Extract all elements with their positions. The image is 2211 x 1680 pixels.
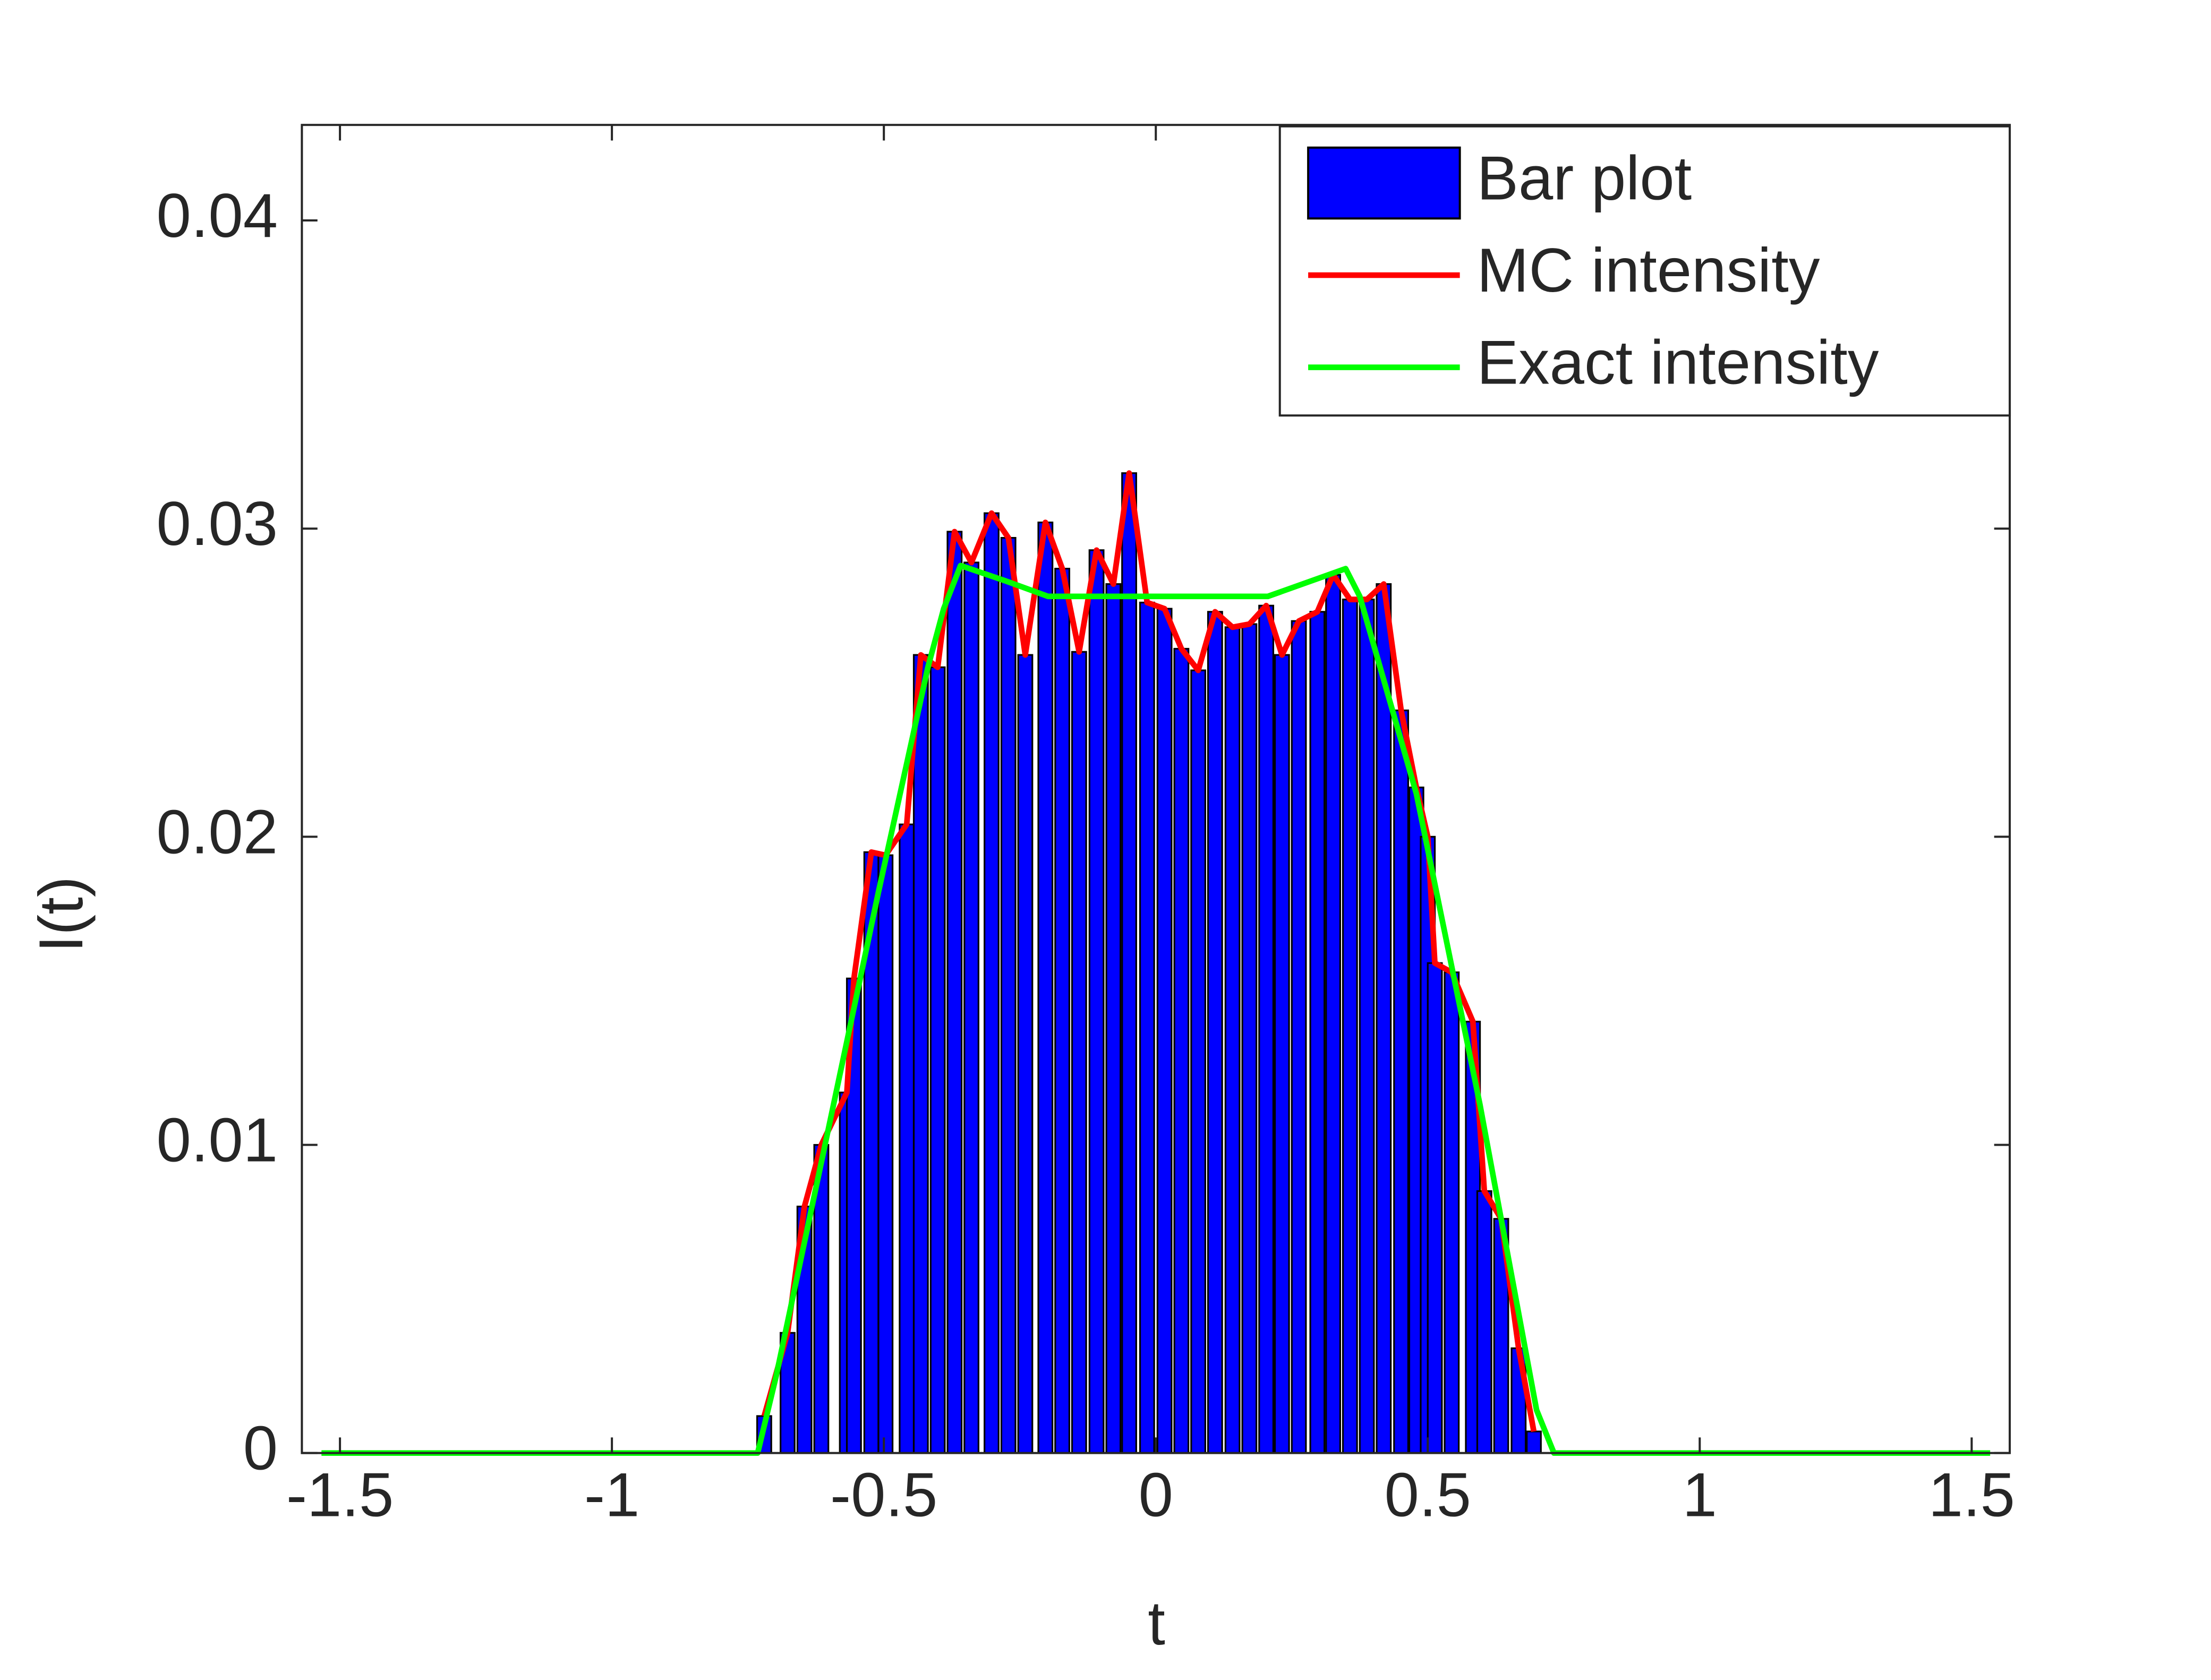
bar (946, 531, 963, 1454)
bar (1427, 962, 1443, 1454)
bar (1325, 574, 1342, 1454)
x-tick-label: 0.5 (1385, 1460, 1471, 1530)
legend-label: Exact intensity (1477, 328, 1879, 397)
bar (1241, 623, 1258, 1454)
bar (1342, 599, 1358, 1454)
x-tick-label: 0 (1139, 1460, 1173, 1530)
bar (1393, 709, 1410, 1454)
x-tick-label: -1 (584, 1460, 639, 1530)
bar (1291, 620, 1307, 1454)
bar (963, 561, 979, 1454)
x-tick-label: -1.5 (286, 1460, 394, 1530)
bar (1309, 611, 1326, 1454)
bar (1054, 568, 1071, 1454)
bar (1173, 647, 1190, 1454)
x-tick-label: 1.5 (1928, 1460, 2015, 1530)
bar (929, 666, 946, 1454)
bar (1000, 537, 1017, 1454)
bar (1359, 599, 1375, 1454)
bar (984, 512, 1000, 1454)
y-axis-label: I(t) (26, 876, 96, 952)
bar (1088, 549, 1105, 1454)
legend-label: Bar plot (1477, 143, 1692, 213)
y-tick-label: 0.02 (157, 797, 278, 866)
bar (1274, 654, 1290, 1454)
bar (1224, 626, 1241, 1454)
bar (1190, 669, 1207, 1454)
bar (912, 654, 929, 1454)
bar (1121, 472, 1137, 1454)
bar (1444, 971, 1460, 1454)
bar (1037, 521, 1054, 1454)
bar (1105, 583, 1122, 1454)
bar (1258, 604, 1275, 1454)
bar (877, 854, 894, 1454)
x-axis-label: t (1148, 1588, 1165, 1658)
x-tick-label: -0.5 (830, 1460, 937, 1530)
y-tick-label: 0.01 (157, 1105, 278, 1175)
bar (1476, 1190, 1492, 1454)
bar (1017, 654, 1034, 1454)
y-tick-label: 0.03 (157, 489, 278, 558)
legend: Bar plot MC intensity Exact intensity (1278, 125, 2011, 417)
bar (1071, 651, 1087, 1454)
bar (899, 823, 915, 1454)
y-tick-label: 0.04 (157, 181, 278, 250)
bar (1207, 611, 1223, 1454)
legend-swatch (1307, 146, 1461, 220)
bar-series (756, 472, 1542, 1454)
legend-label: MC intensity (1477, 235, 1820, 305)
bar (1526, 1430, 1542, 1454)
x-tick-label: 1 (1683, 1460, 1717, 1530)
bar (1139, 601, 1155, 1454)
y-tick-label: 0 (243, 1413, 278, 1483)
bar (1376, 583, 1392, 1454)
bar (1156, 608, 1173, 1454)
line-series (321, 562, 1991, 1456)
